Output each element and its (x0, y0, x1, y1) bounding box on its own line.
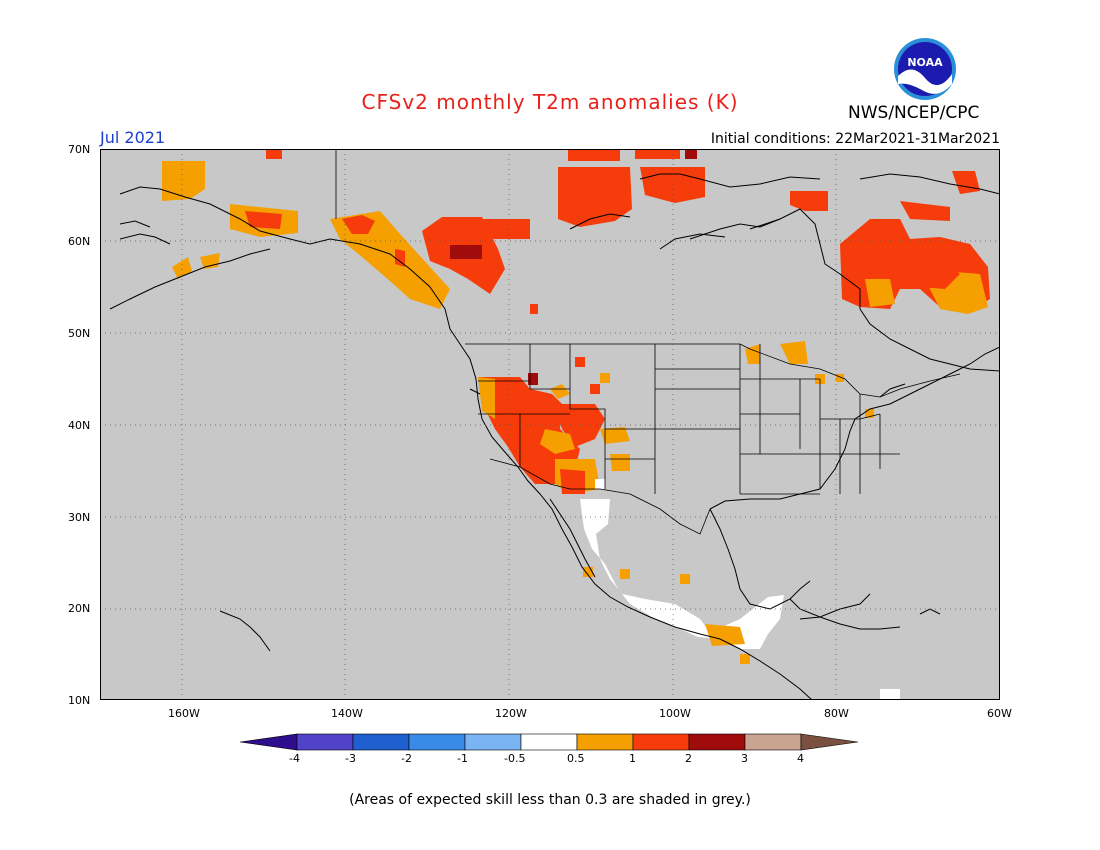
colorbar-box-3 (464, 733, 522, 751)
anomaly-map (100, 149, 1000, 700)
colorbar-box-2 (408, 733, 466, 751)
colorbar-tick--3: -3 (345, 752, 356, 765)
colorbar-tick-1: 1 (629, 752, 636, 765)
lat-label-10n: 10N (68, 694, 91, 707)
colorbar-tick--4: -4 (289, 752, 300, 765)
valid-month: Jul 2021 (100, 128, 166, 147)
colorbar-box-4 (520, 733, 578, 751)
lat-label-40n: 40N (68, 419, 91, 432)
colorbar-box-6 (632, 733, 690, 751)
lon-label-140w: 140W (331, 707, 363, 720)
colorbar (240, 733, 859, 751)
colorbar-tick-3: 3 (741, 752, 748, 765)
colorbar-box-1 (352, 733, 410, 751)
colorbar-tick--0.5: -0.5 (504, 752, 526, 765)
colorbar-box-5 (576, 733, 634, 751)
political-borders (335, 149, 961, 535)
colorbar-cap-right (800, 733, 859, 751)
lat-label-50n: 50N (68, 327, 91, 340)
lat-label-60n: 60N (68, 235, 91, 248)
coastlines (109, 173, 1000, 700)
footnote: (Areas of expected skill less than 0.3 a… (349, 792, 751, 808)
agency-label: NWS/NCEP/CPC (848, 103, 980, 123)
chart-title: CFSv2 monthly T2m anomalies (K) (361, 90, 739, 114)
noaa-logo: NOAA (892, 36, 958, 102)
colorbar-tick-2: 2 (685, 752, 692, 765)
colorbar-box-8 (744, 733, 802, 751)
lat-label-70n: 70N (68, 143, 91, 156)
colorbar-box-0 (296, 733, 354, 751)
colorbar-tick--1: -1 (457, 752, 468, 765)
graticule (100, 149, 1000, 700)
lat-label-30n: 30N (68, 511, 91, 524)
lon-label-80w: 80W (824, 707, 849, 720)
lon-label-60w: 60W (987, 707, 1012, 720)
colorbar-tick-0.5: 0.5 (567, 752, 585, 765)
colorbar-cap-left (240, 733, 298, 751)
lon-label-160w: 160W (168, 707, 200, 720)
colorbar-box-7 (688, 733, 746, 751)
colorbar-tick--2: -2 (401, 752, 412, 765)
lon-label-120w: 120W (495, 707, 527, 720)
lon-label-100w: 100W (659, 707, 691, 720)
colorbar-tick-4: 4 (797, 752, 804, 765)
lat-label-20n: 20N (68, 602, 91, 615)
initial-conditions: Initial conditions: 22Mar2021-31Mar2021 (710, 131, 1000, 147)
noaa-logo-text: NOAA (907, 56, 943, 69)
anomaly-patches (162, 149, 990, 699)
